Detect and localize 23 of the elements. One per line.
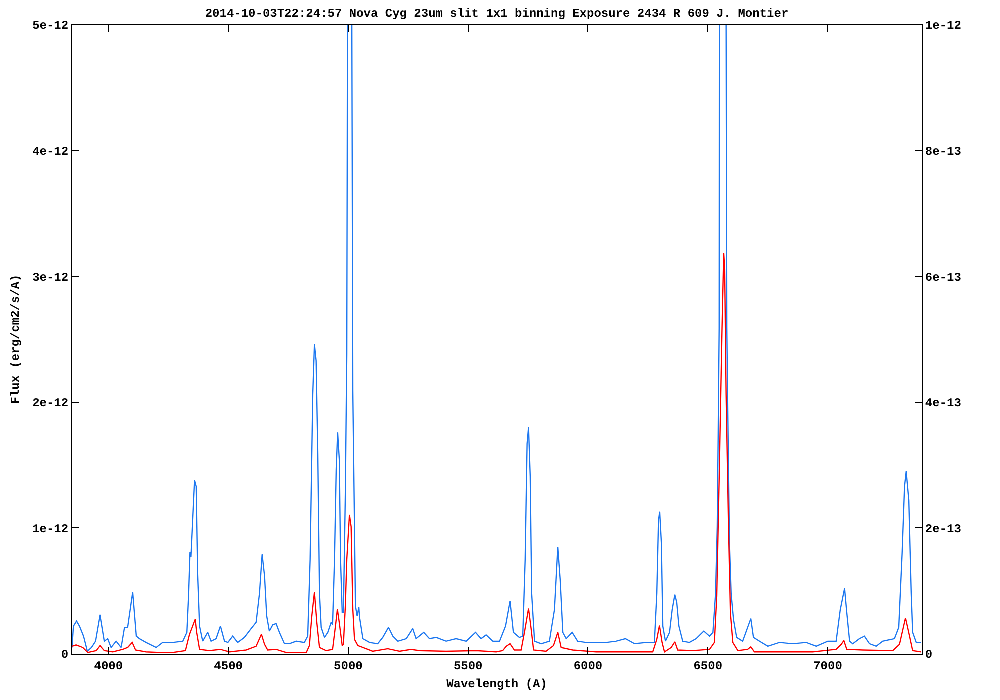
- y2-tick-label: 0: [925, 648, 933, 662]
- x-tick-label: 7000: [814, 659, 842, 674]
- y-axis-title: Flux (erg/cm2/s/A): [8, 274, 23, 404]
- y-tick-label: 2e-12: [32, 396, 69, 411]
- x-tick-label: 6000: [574, 659, 603, 674]
- y2-tick-label: 6e-13: [925, 270, 962, 285]
- y2-tick-label: 8e-13: [925, 145, 962, 159]
- y2-tick-label: 1e-12: [925, 19, 962, 34]
- line-series: [72, 252, 922, 654]
- y2-tick-label: 2e-13: [925, 522, 962, 536]
- x-tick-label: 6500: [694, 659, 723, 674]
- x-tick-label: 5000: [334, 659, 363, 674]
- x-tick-label: 4500: [214, 659, 243, 674]
- x-tick-label: 4000: [94, 659, 124, 674]
- x-tick-label: 5500: [454, 659, 483, 674]
- y-tick-label: 3e-12: [32, 270, 69, 285]
- y-tick-label: 4e-12: [32, 145, 69, 159]
- y2-tick-label: 4e-13: [925, 396, 962, 411]
- x-axis-title: Wavelength (A): [446, 677, 548, 692]
- y-tick-label: 5e-12: [32, 19, 69, 34]
- y-tick-label: 1e-12: [32, 522, 69, 536]
- chart-title: 2014-10-03T22:24:57 Nova Cyg 23um slit 1x1 binning Exposure 2434 R 609 J. Montier: [205, 7, 789, 22]
- y-tick-label: 0: [61, 648, 69, 662]
